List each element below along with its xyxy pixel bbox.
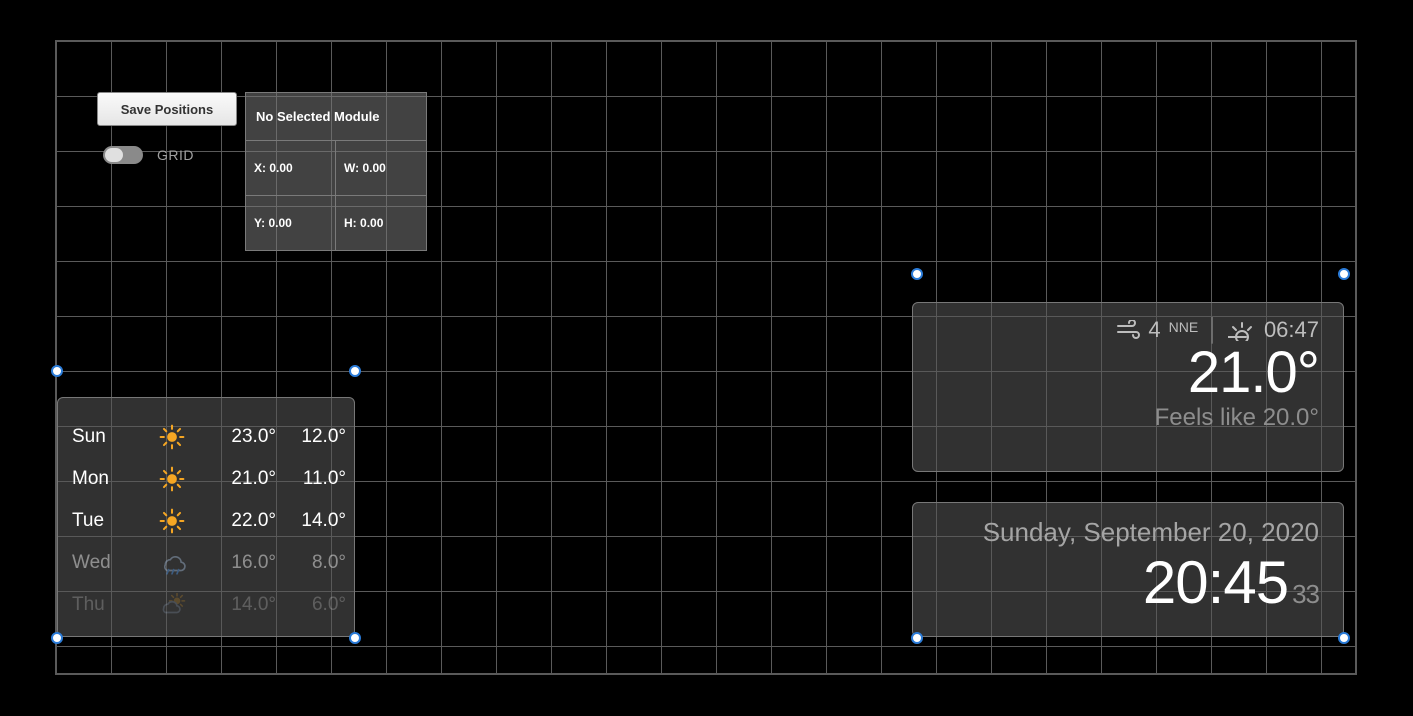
feels-like-value: 20.0° [1263, 404, 1319, 431]
forecast-day: Mon [72, 468, 142, 490]
feels-like: Feels like 20.0° [937, 404, 1319, 432]
grid-toggle-label: GRID [157, 147, 194, 163]
resize-handle[interactable] [911, 632, 923, 644]
forecast-high: 22.0° [202, 510, 282, 532]
resize-handle[interactable] [1338, 632, 1350, 644]
module-info-header: No Selected Module [246, 93, 426, 141]
resize-handle[interactable] [51, 365, 63, 377]
current-weather-module[interactable]: 4 NNE │ 06:47 21.0° Feels like 20.0° [912, 302, 1344, 472]
forecast-day: Tue [72, 510, 142, 532]
resize-handle[interactable] [349, 632, 361, 644]
cloud-sun-icon [142, 593, 202, 617]
current-temp: 21.0° [937, 339, 1319, 406]
module-info-grid: X: 0.00 W: 0.00 Y: 0.00 H: 0.00 [246, 141, 426, 250]
clock-time-row: 20:4533 [937, 548, 1319, 617]
clock-module[interactable]: Sunday, September 20, 2020 20:4533 [912, 502, 1344, 637]
save-positions-button[interactable]: Save Positions [97, 92, 237, 126]
info-x: X: 0.00 [246, 141, 336, 196]
forecast-row: Tue 22.0°14.0° [58, 500, 354, 542]
forecast-day: Thu [72, 594, 142, 616]
wind-direction: NNE [1169, 319, 1199, 335]
info-y: Y: 0.00 [246, 196, 336, 250]
clock-time: 20:45 [1143, 548, 1288, 617]
sun-icon [142, 508, 202, 534]
feels-like-label: Feels like [1155, 404, 1256, 431]
forecast-day: Wed [72, 552, 142, 574]
clock-date: Sunday, September 20, 2020 [937, 517, 1319, 548]
forecast-low: 11.0° [282, 468, 352, 490]
module-info-panel: No Selected Module X: 0.00 W: 0.00 Y: 0.… [245, 92, 427, 251]
forecast-high: 16.0° [202, 552, 282, 574]
sun-icon [142, 466, 202, 492]
forecast-low: 14.0° [282, 510, 352, 532]
resize-handle[interactable] [1338, 268, 1350, 280]
sunrise-icon [1228, 319, 1256, 341]
info-w: W: 0.00 [336, 141, 426, 196]
forecast-row: Wed 16.0°8.0° [58, 542, 354, 584]
forecast-module[interactable]: Sun23.0°12.0°Mon21.0°11.0°Tue22.0°14.0°W… [57, 397, 355, 637]
forecast-row: Thu 14.0°6.0° [58, 584, 354, 626]
grid-toggle-row: GRID [103, 146, 237, 164]
forecast-row: Sun 23.0°12.0° [58, 416, 354, 458]
forecast-day: Sun [72, 426, 142, 448]
forecast-row: Mon 21.0°11.0° [58, 458, 354, 500]
wind-group: 4 [1116, 317, 1160, 343]
grid-toggle[interactable] [103, 146, 143, 164]
sun-icon [142, 424, 202, 450]
layout-canvas[interactable]: Save Positions GRID No Selected Module X… [55, 40, 1357, 675]
forecast-high: 14.0° [202, 594, 282, 616]
wind-speed: 4 [1148, 317, 1160, 343]
cloud-rain-icon [142, 551, 202, 575]
forecast-high: 23.0° [202, 426, 282, 448]
forecast-low: 6.0° [282, 594, 352, 616]
controls-panel: Save Positions GRID [97, 92, 237, 164]
forecast-high: 21.0° [202, 468, 282, 490]
grid-toggle-knob [105, 148, 123, 162]
clock-seconds: 33 [1292, 579, 1319, 610]
resize-handle[interactable] [51, 632, 63, 644]
info-h: H: 0.00 [336, 196, 426, 250]
forecast-low: 12.0° [282, 426, 352, 448]
forecast-low: 8.0° [282, 552, 352, 574]
resize-handle[interactable] [911, 268, 923, 280]
wind-icon [1116, 320, 1142, 340]
resize-handle[interactable] [349, 365, 361, 377]
